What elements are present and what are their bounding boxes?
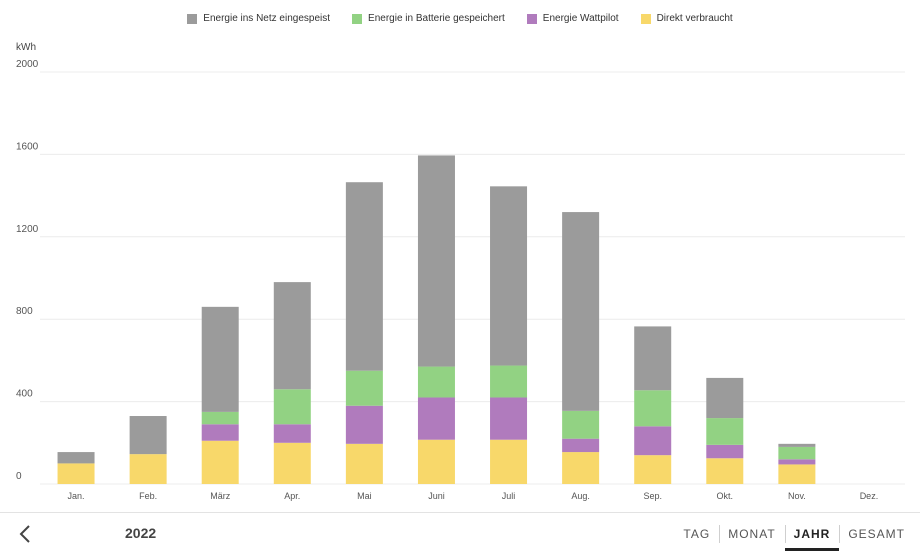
bar-segment[interactable] [57,452,95,464]
previous-period-button[interactable] [14,521,36,547]
bar-segment[interactable] [706,444,744,459]
x-tick-label: Dez. [860,491,879,501]
bar-segment[interactable] [706,377,744,419]
bar-segment[interactable] [778,443,816,447]
bar-segment[interactable] [345,182,383,371]
bar-segment[interactable] [634,426,672,456]
bar-segment[interactable] [778,446,816,460]
bar-segment[interactable] [345,443,383,484]
x-tick-label: Sep. [643,491,662,501]
x-tick-label: Nov. [788,491,806,501]
y-tick-label: 1200 [16,224,39,235]
bar-segment[interactable] [706,458,744,484]
chevron-left-icon [19,525,30,543]
bar-segment[interactable] [778,464,816,484]
legend-swatch [187,13,198,24]
bar-segment[interactable] [201,411,239,425]
y-tick-label: 2000 [16,59,39,70]
legend-swatch [526,13,537,24]
legend-item-batterie[interactable]: Energie in Batterie gespeichert [352,13,505,24]
x-tick-label: Aug. [571,491,590,501]
bar-segment[interactable] [562,410,600,439]
legend-label: Direkt verbraucht [656,13,733,24]
y-tick-label: 800 [16,306,33,317]
bar-segment[interactable] [634,390,672,427]
bar-segment[interactable] [201,306,239,412]
bar-chart: kWh 0 400 800 1200 1600 2000 Jan. Feb. März Apr. Ma… [16,42,905,501]
tab-jahr[interactable]: JAHR [784,513,840,555]
chart-legend: Energie ins Netz eingespeist Energie in … [0,13,920,24]
bar-segment[interactable] [634,326,672,391]
legend-item-netz[interactable]: Energie ins Netz eingespeist [187,13,330,24]
tab-monat[interactable]: MONAT [719,513,784,555]
legend-item-wattpilot[interactable]: Energie Wattpilot [526,13,619,24]
bar-segment[interactable] [201,440,239,484]
bar-segment[interactable] [273,282,311,390]
x-tick-label: Juli [502,491,516,501]
x-tick-label: Okt. [717,491,734,501]
bar-segment[interactable] [273,389,311,425]
bar-segment[interactable] [490,397,528,440]
bar-segment[interactable] [562,452,600,484]
legend-swatch [352,13,363,24]
bar-segment[interactable] [490,365,528,398]
legend-swatch [640,13,651,24]
bar-segment[interactable] [778,459,816,465]
bar-segment[interactable] [706,418,744,445]
bar-segment[interactable] [345,405,383,444]
y-tick-label: 400 [16,389,33,400]
bar-segment[interactable] [129,416,167,455]
bar-segment[interactable] [562,212,600,411]
bar-segment[interactable] [417,397,455,440]
x-tick-label: Apr. [284,491,300,501]
bar-segment[interactable] [562,438,600,453]
bar-segment[interactable] [273,424,311,443]
bar-segment[interactable] [490,439,528,484]
y-tick-label: 1600 [16,141,39,152]
bar-segment[interactable] [417,155,455,367]
x-tick-label: Juni [428,491,445,501]
bar-segment[interactable] [201,424,239,441]
legend-item-direkt[interactable]: Direkt verbraucht [640,13,733,24]
bar-segment[interactable] [417,366,455,398]
bar-segment[interactable] [273,442,311,484]
y-tick-label: 0 [16,471,22,482]
x-tick-label: Jan. [68,491,85,501]
bar-segment[interactable] [57,463,95,484]
bar-segment[interactable] [129,454,167,484]
legend-label: Energie ins Netz eingespeist [203,13,331,24]
x-tick-label: März [210,491,230,501]
bar-segment[interactable] [417,439,455,484]
bar-segment[interactable] [490,186,528,366]
chart-area: Energie ins Netz eingespeist Energie in … [0,13,920,501]
x-tick-label: Mai [357,491,372,501]
tab-gesamt[interactable]: GESAMT [839,513,914,555]
selected-year: 2022 [125,525,157,541]
bar-segment[interactable] [634,455,672,484]
x-tick-label: Feb. [139,491,157,501]
tab-tag[interactable]: TAG [683,527,711,541]
bar-segment[interactable] [345,370,383,406]
range-tabs: TAG MONAT JAHR GESAMT [674,513,914,555]
y-axis-unit-label: kWh [16,42,36,53]
legend-label: Energie Wattpilot [542,13,619,24]
period-navigation-bar: 2022 TAG MONAT JAHR GESAMT [0,512,920,555]
legend-label: Energie in Batterie gespeichert [368,13,505,24]
